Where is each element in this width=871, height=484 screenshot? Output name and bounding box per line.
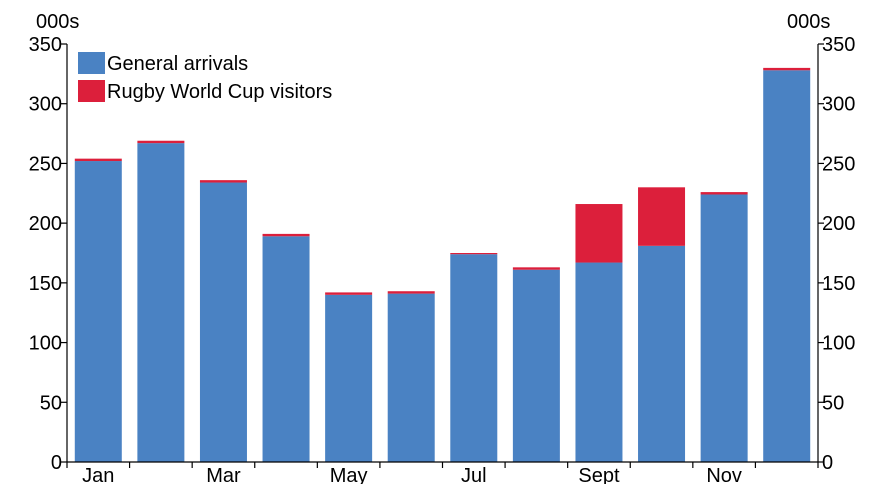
x-tick-label-sept: Sept bbox=[578, 465, 620, 484]
right-tick-label: 150 bbox=[822, 273, 855, 295]
bar-jun-general-arrivals bbox=[387, 293, 435, 462]
legend-swatch-rugby-world-cup-visitors bbox=[78, 80, 105, 102]
x-tick-label-mar: Mar bbox=[206, 465, 241, 484]
bar-aug-general-arrivals bbox=[512, 269, 560, 462]
bar-apr-rugby-world-cup-visitors bbox=[262, 233, 310, 237]
bar-jan-general-arrivals bbox=[74, 161, 122, 463]
bar-feb-general-arrivals bbox=[137, 143, 185, 462]
bar-aug-rugby-world-cup-visitors bbox=[512, 267, 560, 270]
bar-jul-rugby-world-cup-visitors bbox=[450, 253, 498, 255]
x-axis: Jan Mar May Jul Sept Nov bbox=[66, 462, 819, 484]
right-tick-label: 200 bbox=[822, 213, 855, 235]
right-tick-label: 50 bbox=[822, 392, 844, 414]
right-tick-label: 250 bbox=[822, 153, 855, 175]
left-tick-label: 300 bbox=[29, 94, 62, 116]
legend: General arrivals Rugby World Cup visitor… bbox=[78, 52, 332, 103]
left-axis-unit: 000s bbox=[36, 11, 79, 33]
bar-dec-general-arrivals bbox=[763, 70, 811, 463]
x-tick-label-nov: Nov bbox=[706, 465, 742, 484]
bar-jan-rugby-world-cup-visitors bbox=[74, 158, 122, 162]
bar-mar-general-arrivals bbox=[199, 182, 247, 463]
bar-jun-rugby-world-cup-visitors bbox=[387, 291, 435, 294]
bar-sept-rugby-world-cup-visitors bbox=[575, 204, 623, 263]
right-axis-unit: 000s bbox=[787, 11, 830, 33]
bar-nov-general-arrivals bbox=[700, 194, 748, 463]
bar-may-general-arrivals bbox=[325, 294, 373, 462]
bar-oct-rugby-world-cup-visitors bbox=[638, 187, 686, 246]
right-axis: 0 50 100 150 200 250 300 350 bbox=[818, 34, 855, 474]
x-tick-label-jul: Jul bbox=[461, 465, 487, 484]
bar-may-rugby-world-cup-visitors bbox=[325, 292, 373, 295]
legend-label-rugby-world-cup-visitors: Rugby World Cup visitors bbox=[107, 81, 332, 103]
left-tick-label: 0 bbox=[51, 452, 62, 474]
legend-label-general-arrivals: General arrivals bbox=[107, 53, 248, 75]
bars bbox=[74, 67, 811, 463]
bar-sept-general-arrivals bbox=[575, 262, 623, 462]
right-tick-label: 300 bbox=[822, 94, 855, 116]
left-tick-label: 100 bbox=[29, 333, 62, 355]
left-axis: 0 50 100 150 200 250 300 350 bbox=[29, 34, 67, 474]
legend-swatch-general-arrivals bbox=[78, 52, 105, 74]
left-tick-label: 50 bbox=[40, 392, 62, 414]
bar-apr-general-arrivals bbox=[262, 236, 310, 462]
right-tick-label: 0 bbox=[822, 452, 833, 474]
left-tick-label: 200 bbox=[29, 213, 62, 235]
bar-oct-general-arrivals bbox=[638, 245, 686, 462]
x-tick-label-may: May bbox=[330, 465, 368, 484]
left-tick-label: 350 bbox=[29, 34, 62, 56]
left-tick-label: 250 bbox=[29, 153, 62, 175]
x-tick-label-jan: Jan bbox=[82, 465, 114, 484]
bar-jul-general-arrivals bbox=[450, 254, 498, 462]
bar-feb-rugby-world-cup-visitors bbox=[137, 140, 185, 144]
bar-mar-rugby-world-cup-visitors bbox=[199, 180, 247, 183]
bar-dec-rugby-world-cup-visitors bbox=[763, 67, 811, 71]
right-tick-label: 350 bbox=[822, 34, 855, 56]
bar-nov-rugby-world-cup-visitors bbox=[700, 192, 748, 195]
right-tick-label: 100 bbox=[822, 333, 855, 355]
left-tick-label: 150 bbox=[29, 273, 62, 295]
